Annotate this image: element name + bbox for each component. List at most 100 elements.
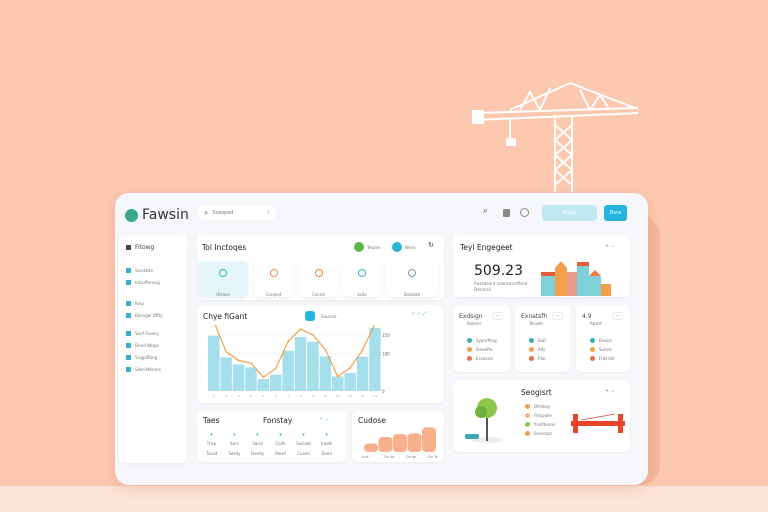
mini-card-item[interactable]: Sulset <box>590 347 611 352</box>
x-tick-label: 13 <box>361 394 365 398</box>
search-input[interactable]: ⌕ Sussped ♪ <box>198 205 276 220</box>
chart-filter-icon[interactable] <box>305 311 315 321</box>
table-column[interactable]: ▾ Sulsaet Cueda <box>295 432 312 456</box>
column-icon: ▾ <box>210 432 213 438</box>
sidebar-item[interactable]: Slsgpifiting <box>126 355 157 360</box>
category-tile[interactable]: Ssdv <box>343 261 381 297</box>
bar <box>282 350 294 391</box>
mini-card-menu-icon[interactable]: ⋯ <box>552 312 563 320</box>
chart-options-icon[interactable]: ✓ ✓ ⤢ <box>411 311 427 317</box>
item-icon <box>590 347 595 352</box>
sidebar-item[interactable]: Fitowg <box>126 244 154 251</box>
x-label: Da Te <box>428 455 438 459</box>
support-item-label: Fldspaler <box>534 413 553 418</box>
chart-card: Chye fiGant Seuscor ✓ ✓ ⤢ 150 100 0 1 2 3 4 5 6 7… <box>197 305 444 403</box>
mini-card-item[interactable]: Syparfting <box>467 338 497 343</box>
mini-card-item[interactable]: Deoiss <box>590 338 612 343</box>
mini-card-item[interactable]: Aits <box>529 347 546 352</box>
line-point <box>225 351 227 353</box>
table-title: Taes <box>203 416 220 425</box>
line-point <box>274 367 277 370</box>
category-label: Ssdv <box>357 292 367 297</box>
sidebar-item-label: Fitowg <box>135 244 155 251</box>
x-label: Do de <box>384 455 394 459</box>
x-tick-label: 12 <box>348 394 352 398</box>
line-point <box>312 334 314 336</box>
sidebar-item[interactable]: Souf Rieany <box>126 331 159 336</box>
orange-bar <box>407 433 422 452</box>
sidebar-item[interactable]: Sdsd Ndsnce <box>126 367 161 372</box>
support-item[interactable]: Ynsfduene <box>525 422 555 427</box>
table-options-icon[interactable]: ✓ ⌄ <box>319 416 329 422</box>
support-item[interactable]: Dfrdeuy <box>525 404 555 409</box>
expand-icon[interactable]: + ⌄ <box>605 388 615 394</box>
bar <box>208 335 220 391</box>
app-logo[interactable]: Fawsin <box>125 207 189 223</box>
search-icon[interactable]: ⌕ <box>483 206 489 216</box>
table-column[interactable]: ▾ Tnsp Tsusd <box>203 432 220 456</box>
item-label: Sneaifie <box>476 347 493 352</box>
x-tick-label: 9 <box>312 394 314 398</box>
document-icon[interactable] <box>503 209 510 217</box>
toggle-label: Tespse <box>367 245 381 250</box>
mini-card: Exnatsfh Tenseh ⋯ Sufr Aits Rlor <box>515 305 570 372</box>
bar <box>220 357 232 391</box>
sidebar-item[interactable]: Sovdatte <box>126 268 153 273</box>
line-point <box>336 375 339 378</box>
mini-card-menu-icon[interactable]: ⋯ <box>492 312 503 320</box>
floor <box>0 486 768 512</box>
category-tile[interactable]: Dsestatl <box>386 261 438 297</box>
category-tile[interactable]: Csnnd <box>299 261 338 297</box>
sidebar-item[interactable]: Intsuffensng <box>126 280 160 285</box>
refresh-icon[interactable]: ↻ <box>428 241 434 249</box>
expand-icon[interactable]: + ⌄ <box>605 243 615 249</box>
sidebar-item-icon <box>126 355 131 360</box>
toggle-green-icon[interactable] <box>354 242 364 252</box>
toggle-blue-icon[interactable] <box>392 242 402 252</box>
table-column[interactable]: ▾ Sarn Sesdy <box>226 432 243 456</box>
sidebar-item-icon <box>126 268 131 273</box>
primary-button[interactable]: Bvre <box>604 205 627 221</box>
mini-card-item[interactable]: Sufr <box>529 338 546 343</box>
sidebar: Fitowg Sovdatte Intsuffensng Rinp Desnge/ Df… <box>118 235 187 463</box>
x-tick-label: 4 <box>250 394 252 398</box>
orange-chart-title: Cudose <box>358 416 386 425</box>
category-icon <box>269 269 278 277</box>
table-cell: Sulsaet <box>296 441 311 446</box>
mini-card-item[interactable]: Sneaifie <box>467 347 492 352</box>
bar <box>344 373 356 391</box>
mic-icon[interactable]: ♪ <box>266 209 270 216</box>
mini-card-item[interactable]: Essavels <box>467 356 493 361</box>
mini-card-menu-icon[interactable]: ⋯ <box>612 312 623 320</box>
support-item-icon <box>525 413 530 418</box>
globe-icon[interactable] <box>520 208 529 217</box>
table-cell: Sesdy <box>228 451 241 456</box>
categories-title: Tol Inctoqes <box>202 243 247 252</box>
mini-card-item[interactable]: Frdeclel <box>590 356 614 361</box>
table-cell: Deedy <box>251 451 264 456</box>
table-column[interactable]: ▾ Caits Mesd <box>272 432 289 456</box>
chart-badge[interactable]: Seuscor <box>321 314 337 319</box>
support-title: Seogisrt <box>521 388 552 397</box>
orange-bar <box>364 443 378 452</box>
item-icon <box>590 356 595 361</box>
sidebar-item[interactable]: Rinp <box>126 301 144 306</box>
table-column[interactable]: ▾ Sarid Deedy <box>249 432 266 456</box>
y-tick-label: 0 <box>382 389 385 394</box>
sidebar-item-icon <box>126 367 131 372</box>
bar <box>319 356 332 391</box>
support-item[interactable]: Fldspaler <box>525 413 555 418</box>
category-tile[interactable]: Corqnet <box>254 261 293 297</box>
mini-card-item[interactable]: Rlor <box>529 356 546 361</box>
sidebar-item[interactable]: Desnge/ Dffty <box>126 313 163 318</box>
sidebar-item-label: Rinp <box>135 301 144 306</box>
line-point <box>361 349 364 351</box>
category-icon <box>219 269 227 277</box>
table-column[interactable]: ▾ Iraett Deed <box>318 432 335 456</box>
app-name: Fawsin <box>142 207 189 223</box>
light-button[interactable]: Ssusp <box>542 205 597 221</box>
support-item[interactable]: Srandoar <box>525 431 555 436</box>
sidebar-item[interactable]: Dnod Ntope <box>126 343 159 348</box>
mini-card: 4,9 Rpsrd ⋯ Deoiss Sulset Frdeclel <box>576 305 630 372</box>
category-tile[interactable]: Ulsane <box>198 261 248 297</box>
